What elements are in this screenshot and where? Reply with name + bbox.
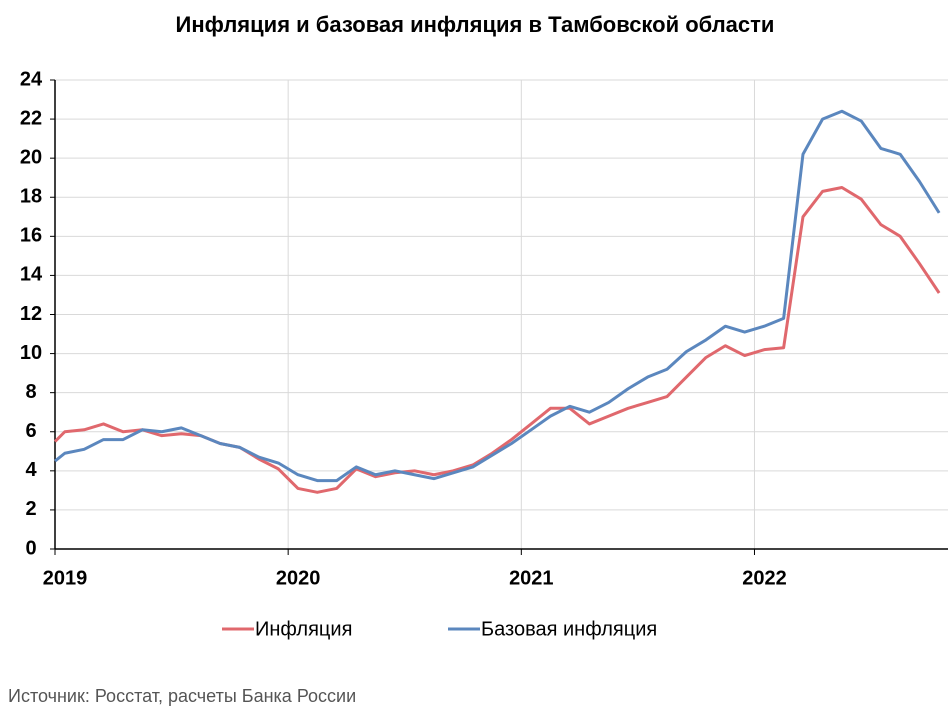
data-line [54,109,941,483]
data-line [53,185,941,494]
y-tick-label: 4 [25,459,37,481]
legend-label: Инфляция [255,618,352,640]
chart-title: Инфляция и базовая инфляция в Тамбовской… [176,12,775,37]
y-tick-label: 10 [20,342,42,364]
y-tick-label: 0 [25,537,36,559]
y-tick-label: 12 [20,303,42,325]
y-tick-label: 14 [20,264,43,286]
y-tick-label: 24 [20,68,43,90]
y-tick-label: 16 [20,225,42,247]
x-tick-label: 2019 [43,567,88,589]
x-tick-label: 2021 [509,567,554,589]
y-tick-label: 6 [25,420,36,442]
source-note: Источник: Росстат, расчеты Банка России [8,686,356,706]
y-tick-label: 20 [20,146,42,168]
y-tick-label: 2 [25,498,36,520]
y-tick-label: 18 [20,186,42,208]
x-tick-label: 2022 [742,567,787,589]
x-tick-label: 2020 [276,567,321,589]
y-tick-label: 22 [20,107,42,129]
y-tick-label: 8 [25,381,36,403]
legend-label: Базовая инфляция [481,618,657,640]
